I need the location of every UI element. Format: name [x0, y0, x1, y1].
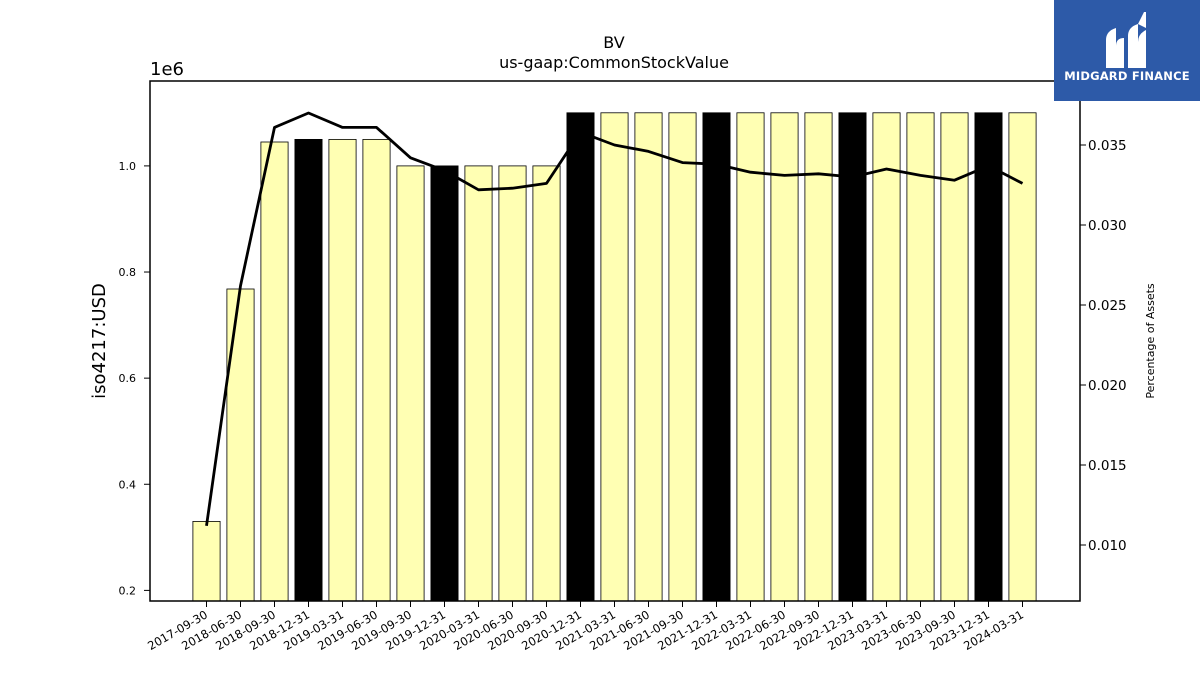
y2-tick-label: 0.015 [1088, 458, 1127, 474]
midgard-finance-logo: MIDGARD FINANCE [1054, 0, 1200, 101]
bar [498, 165, 527, 602]
y-tick-label: 0.2 [119, 584, 137, 597]
y2-tick-label: 0.035 [1088, 138, 1127, 154]
bar [872, 112, 901, 602]
bar [294, 138, 323, 602]
chart-subtitle: us-gaap:CommonStockValue [499, 53, 729, 72]
y-tick-label: 1.0 [119, 160, 137, 173]
bar [600, 112, 629, 602]
bar [226, 288, 255, 602]
line-layer [205, 111, 1024, 526]
bar [838, 112, 867, 602]
bar [906, 112, 935, 602]
bar [464, 165, 493, 602]
bar [634, 112, 663, 602]
bar [532, 165, 561, 602]
bar [974, 112, 1003, 602]
y2-tick-label: 0.020 [1088, 378, 1127, 394]
bars-layer [192, 112, 1037, 602]
bar [328, 138, 357, 602]
y2-tick-label: 0.030 [1088, 218, 1127, 234]
bar [702, 112, 731, 602]
x-axis: 2017-09-302018-06-302018-09-302018-12-31… [145, 601, 1026, 653]
bar [566, 112, 595, 602]
y-offset-label: 1e6 [150, 59, 184, 80]
right-axis: 0.010 0.015 0.020 0.025 0.030 0.035 [1080, 138, 1127, 554]
bar [260, 141, 289, 602]
bar [396, 165, 425, 602]
bar [668, 112, 697, 602]
bar [804, 112, 833, 602]
y2-tick-label: 0.025 [1088, 298, 1127, 314]
bar [736, 112, 765, 602]
left-axis: 0.2 0.4 0.6 0.8 1.0 [119, 160, 150, 597]
percentage-line [205, 111, 1024, 526]
y2-axis-label: Percentage of Assets [1144, 283, 1157, 399]
bar [1008, 112, 1037, 602]
bar [940, 112, 969, 602]
y-axis-label: iso4217:USD [89, 283, 110, 399]
bar [192, 521, 221, 602]
chart-title: BV [603, 33, 624, 52]
y2-tick-label: 0.010 [1088, 538, 1127, 554]
logo-text: MIDGARD FINANCE [1064, 69, 1190, 83]
bar [430, 165, 459, 602]
y-tick-label: 0.4 [119, 478, 137, 491]
bar [362, 138, 391, 602]
y-tick-label: 0.8 [119, 266, 137, 279]
y-tick-label: 0.6 [119, 372, 137, 385]
bar [770, 112, 799, 602]
logo-mark-icon [1106, 12, 1146, 68]
